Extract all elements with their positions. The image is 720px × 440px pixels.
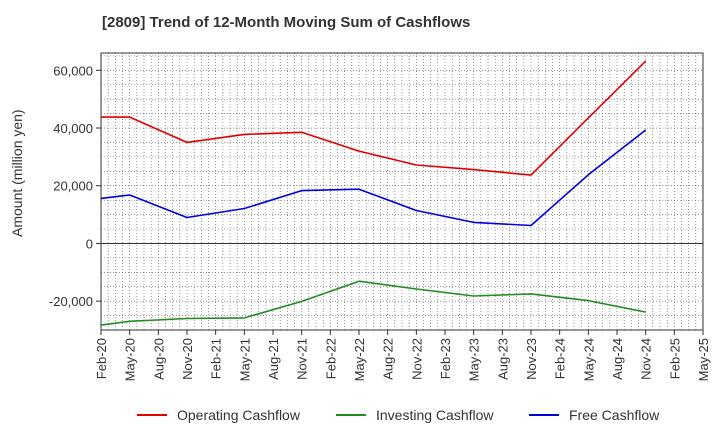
- x-tick-label: Aug-23: [495, 338, 510, 380]
- x-tick-label: Feb-24: [553, 338, 568, 379]
- legend-swatch: [336, 414, 366, 416]
- x-tick-label: May-25: [696, 338, 711, 381]
- x-tick-label: Nov-20: [180, 338, 195, 380]
- y-tick-label: -20,000: [49, 294, 93, 309]
- x-tick-label: Nov-23: [524, 338, 539, 380]
- x-tick-label: May-21: [237, 338, 252, 381]
- chart-title: [2809] Trend of 12-Month Moving Sum of C…: [102, 14, 471, 31]
- x-tick-label: Feb-23: [438, 338, 453, 379]
- x-tick-label: Aug-22: [381, 338, 396, 380]
- x-tick-label: May-20: [123, 338, 138, 381]
- series-line-investing-cashflow: [100, 280, 646, 326]
- legend-label: Operating Cashflow: [177, 407, 300, 423]
- x-tick-label: Feb-25: [667, 338, 682, 379]
- x-tick-label: May-24: [581, 338, 596, 381]
- legend-swatch: [137, 414, 167, 416]
- series-line-operating-cashflow: [101, 60, 647, 176]
- legend-item: Free Cashflow: [529, 404, 659, 426]
- y-tick-label: 60,000: [53, 63, 93, 78]
- plot-frame: [100, 52, 704, 331]
- legend-swatch: [529, 414, 559, 416]
- x-tick-label: Aug-20: [151, 338, 166, 380]
- x-tick-label: Nov-21: [295, 338, 310, 380]
- legend-label: Free Cashflow: [569, 407, 660, 423]
- y-tick-label: 40,000: [53, 121, 93, 136]
- x-tick-label: Aug-24: [610, 338, 625, 380]
- x-tick-label: Nov-24: [639, 338, 654, 380]
- x-tick-label: May-22: [352, 338, 367, 381]
- y-tick-label: 0: [86, 236, 93, 251]
- x-tick-label: Feb-20: [94, 338, 109, 379]
- x-tick-label: Feb-22: [323, 338, 338, 379]
- y-tick-label: 20,000: [53, 179, 93, 194]
- legend-item: Operating Cashflow: [137, 404, 300, 426]
- x-tick-label: Nov-22: [409, 338, 424, 380]
- x-tick-label: Aug-21: [266, 338, 281, 380]
- series-line-free-cashflow: [100, 129, 647, 227]
- legend-item: Investing Cashflow: [336, 404, 494, 426]
- x-tick-label: May-23: [467, 338, 482, 381]
- legend: Operating Cashflow Investing Cashflow Free…: [0, 404, 720, 426]
- legend-label: Investing Cashflow: [376, 407, 494, 423]
- x-tick-label: Feb-21: [209, 338, 224, 379]
